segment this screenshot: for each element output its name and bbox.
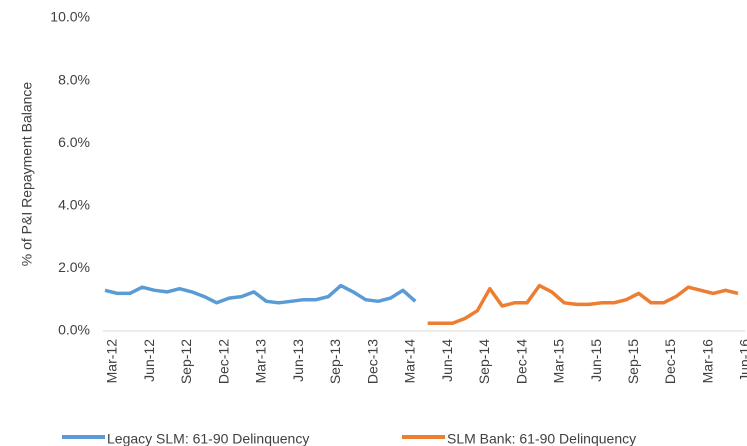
x-tick-label: Jun-16 [737,339,747,382]
x-tick-label: Mar-16 [699,339,715,384]
x-tick-label: Jun-13 [290,339,306,382]
x-tick-label: Sep-14 [476,339,492,384]
y-tick-label: 8.0% [58,71,90,87]
x-tick-label: Sep-15 [625,339,641,384]
x-tick-label: Mar-14 [402,339,418,384]
x-tick-label: Jun-14 [439,339,455,382]
y-tick-label: 4.0% [58,197,90,213]
x-tick-label: Mar-13 [253,339,269,384]
x-tick-label: Dec-15 [662,339,678,384]
legend-label: SLM Bank: 61-90 Delinquency [447,431,636,446]
x-tick-label: Mar-15 [551,339,567,384]
series-line [104,283,417,305]
y-tick-label: 0.0% [58,322,90,338]
x-tick-label: Dec-12 [215,339,231,384]
x-tick-label: Sep-13 [327,339,343,384]
x-tick-label: Sep-12 [178,339,194,384]
x-tick-label: Jun-12 [141,339,157,382]
x-tick-label: Dec-14 [513,339,529,384]
y-axis-label: % of P&I Repayment Balance [19,82,35,267]
y-tick-label: 10.0% [50,9,90,25]
x-tick-label: Jun-15 [588,339,604,382]
y-tick-label: 2.0% [58,259,90,275]
series-line [427,283,739,325]
legend-label: Legacy SLM: 61-90 Delinquency [107,431,309,446]
x-tick-label: Dec-13 [364,339,380,384]
y-tick-label: 6.0% [58,134,90,150]
x-tick-label: Mar-12 [104,339,120,384]
